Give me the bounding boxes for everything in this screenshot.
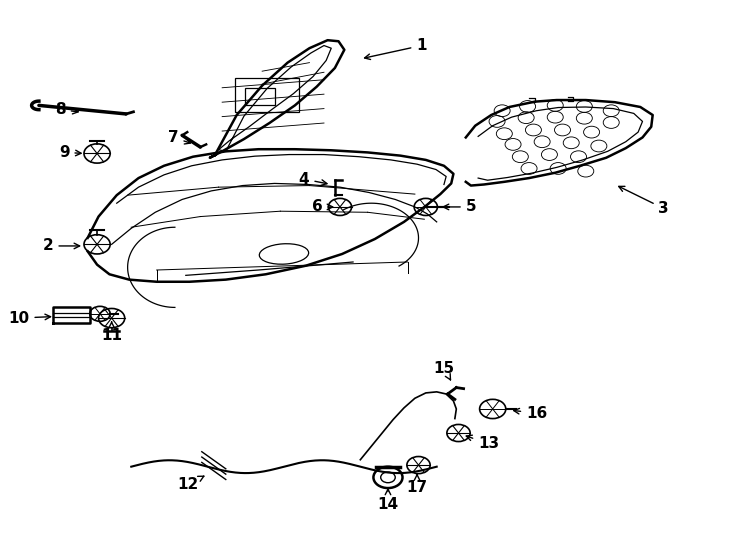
Text: 1: 1 [365, 38, 427, 59]
Polygon shape [54, 307, 90, 323]
Polygon shape [210, 40, 344, 158]
Text: 13: 13 [466, 435, 499, 451]
Text: 7: 7 [168, 130, 190, 145]
Text: 2: 2 [43, 239, 80, 253]
Text: 6: 6 [312, 199, 333, 214]
Text: 15: 15 [434, 361, 455, 380]
Polygon shape [87, 149, 454, 282]
Text: 12: 12 [177, 476, 204, 492]
Text: 16: 16 [514, 406, 548, 421]
Text: 4: 4 [299, 172, 327, 187]
Text: 8: 8 [55, 102, 79, 117]
Bar [245, 88, 275, 105]
Text: 5: 5 [443, 199, 476, 214]
Text: 9: 9 [59, 145, 81, 160]
Text: 17: 17 [407, 474, 428, 495]
Text: 11: 11 [101, 322, 122, 343]
Text: 3: 3 [619, 186, 669, 216]
Polygon shape [466, 100, 653, 186]
Bar [236, 78, 299, 112]
Text: 14: 14 [377, 489, 399, 512]
Text: 10: 10 [8, 310, 51, 326]
